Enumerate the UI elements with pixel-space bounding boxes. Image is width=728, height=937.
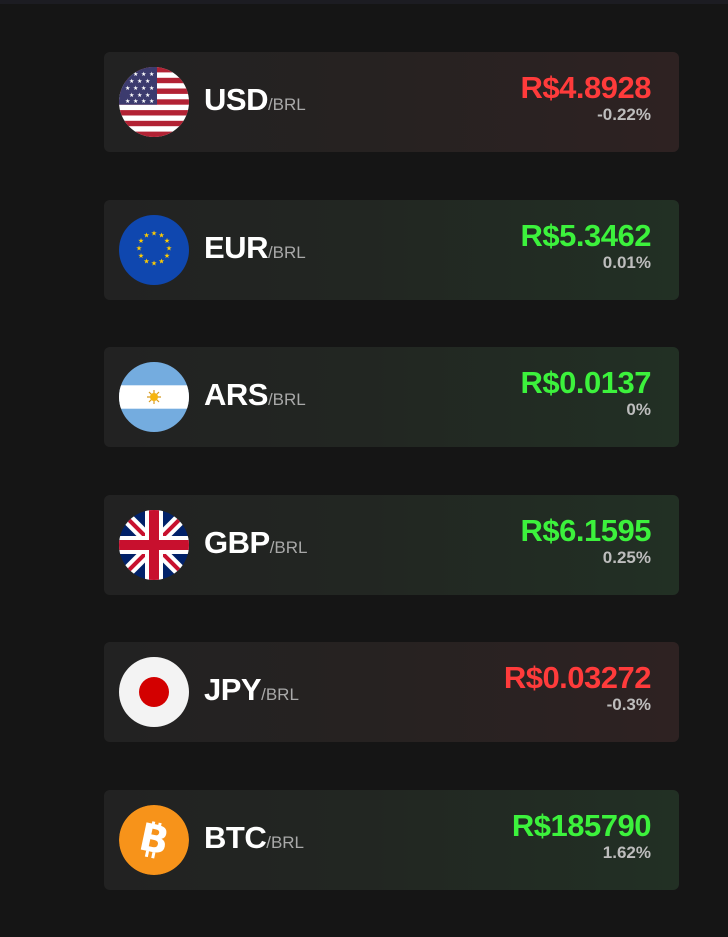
svg-text:★: ★ [137, 92, 142, 99]
change-percent: 0.25% [602, 547, 651, 567]
currency-code: BTC [204, 819, 267, 855]
price-value: R$6.1595 [520, 512, 652, 548]
quote-currency: /BRL [267, 242, 306, 262]
svg-text:★: ★ [133, 85, 138, 92]
svg-text:★: ★ [129, 78, 134, 85]
quote-currency: /BRL [267, 390, 306, 409]
rate-values: R$5.3462 0.01% [520, 217, 652, 272]
rate-values: R$6.1595 0.25% [520, 512, 652, 567]
svg-text:★: ★ [164, 237, 170, 245]
change-percent: -0.3% [606, 695, 651, 714]
svg-text:★: ★ [151, 229, 157, 237]
svg-text:★: ★ [138, 237, 144, 245]
svg-text:★: ★ [133, 71, 138, 78]
currency-pair: EUR/BRL [204, 232, 306, 263]
svg-text:★: ★ [149, 85, 154, 92]
svg-text:★: ★ [149, 71, 154, 78]
change-percent: 0.01% [602, 252, 651, 272]
svg-text:★: ★ [145, 78, 150, 85]
svg-text:★: ★ [143, 231, 149, 239]
currency-pair: USD/BRL [204, 84, 306, 115]
quote-currency: /BRL [269, 537, 308, 557]
price-value: R$185790 [511, 807, 652, 843]
currency-code: GBP [204, 524, 270, 560]
currency-code: EUR [204, 229, 268, 265]
rate-values: R$0.03272 -0.3% [503, 660, 652, 714]
svg-text:★: ★ [151, 259, 157, 267]
currency-pair: JPY/BRL [204, 674, 299, 705]
rate-card-ars[interactable]: ARS/BRL R$0.0137 0% [104, 347, 679, 447]
rate-values: R$4.8928 -0.22% [520, 70, 652, 124]
currency-code: ARS [204, 377, 268, 412]
svg-text:★: ★ [129, 92, 134, 99]
svg-text:★: ★ [125, 71, 130, 78]
price-value: R$0.0137 [520, 365, 652, 400]
quote-currency: /BRL [261, 685, 299, 704]
svg-text:★: ★ [145, 92, 150, 99]
svg-text:★: ★ [141, 98, 146, 105]
svg-text:★: ★ [137, 78, 142, 85]
change-percent: 1.62% [602, 842, 651, 862]
bitcoin-icon: B [119, 804, 189, 875]
us-flag-icon: ★ ★ ★ ★ ★ ★ ★ ★ ★ ★ ★ ★ ★ ★ ★ ★ ★ ★ [119, 67, 189, 137]
quote-currency: /BRL [267, 95, 306, 114]
rate-card-btc[interactable]: B BTC/BRL R$185790 1.62% [104, 789, 679, 890]
svg-text:★: ★ [143, 257, 149, 265]
svg-text:★: ★ [158, 231, 164, 239]
top-border [0, 0, 728, 4]
svg-text:★: ★ [125, 98, 130, 105]
currency-pair: BTC/BRL [204, 822, 304, 853]
japan-flag-icon [119, 657, 189, 727]
argentina-flag-icon [119, 362, 189, 432]
change-percent: 0% [626, 400, 651, 419]
svg-text:★: ★ [149, 98, 154, 105]
price-value: R$0.03272 [503, 660, 652, 695]
rate-values: R$0.0137 0% [520, 365, 652, 419]
currency-code: JPY [204, 672, 262, 707]
rate-card-usd[interactable]: ★ ★ ★ ★ ★ ★ ★ ★ ★ ★ ★ ★ ★ ★ ★ ★ ★ ★ USD/BRL R$4.8928 … [104, 52, 679, 152]
currency-pair: GBP/BRL [204, 527, 307, 558]
currency-code: USD [204, 82, 268, 117]
svg-text:★: ★ [138, 252, 144, 260]
rate-card-eur[interactable]: ★ ★ ★ ★ ★ ★ ★ ★ ★ ★ ★ ★ EUR/BRL R$5.3462 [104, 199, 679, 300]
svg-text:★: ★ [166, 244, 172, 252]
eu-flag-icon: ★ ★ ★ ★ ★ ★ ★ ★ ★ ★ ★ ★ [119, 214, 189, 285]
svg-text:★: ★ [136, 244, 142, 252]
currency-pair: ARS/BRL [204, 379, 306, 410]
price-value: R$5.3462 [520, 217, 652, 253]
svg-text:★: ★ [141, 71, 146, 78]
rate-card-gbp[interactable]: GBP/BRL R$6.1595 0.25% [104, 494, 679, 595]
svg-text:★: ★ [141, 85, 146, 92]
rate-values: R$185790 1.62% [511, 807, 652, 862]
quote-currency: /BRL [266, 832, 305, 852]
svg-text:★: ★ [133, 98, 138, 105]
currency-rate-list: ★ ★ ★ ★ ★ ★ ★ ★ ★ ★ ★ ★ ★ ★ ★ ★ ★ ★ USD/BRL R$4.8928 … [104, 52, 679, 937]
uk-flag-icon [119, 509, 189, 580]
price-value: R$4.8928 [520, 70, 652, 105]
svg-text:★: ★ [158, 257, 164, 265]
rate-card-jpy[interactable]: JPY/BRL R$0.03272 -0.3% [104, 642, 679, 742]
change-percent: -0.22% [597, 105, 651, 124]
svg-text:★: ★ [164, 252, 170, 260]
svg-text:★: ★ [125, 85, 130, 92]
